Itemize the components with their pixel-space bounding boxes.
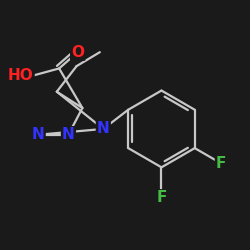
Text: HO: HO xyxy=(8,68,34,83)
Text: N: N xyxy=(32,127,44,142)
Text: F: F xyxy=(216,156,226,171)
Text: F: F xyxy=(156,190,167,205)
Text: N: N xyxy=(62,127,75,142)
Text: N: N xyxy=(97,122,110,136)
Text: O: O xyxy=(71,45,84,60)
